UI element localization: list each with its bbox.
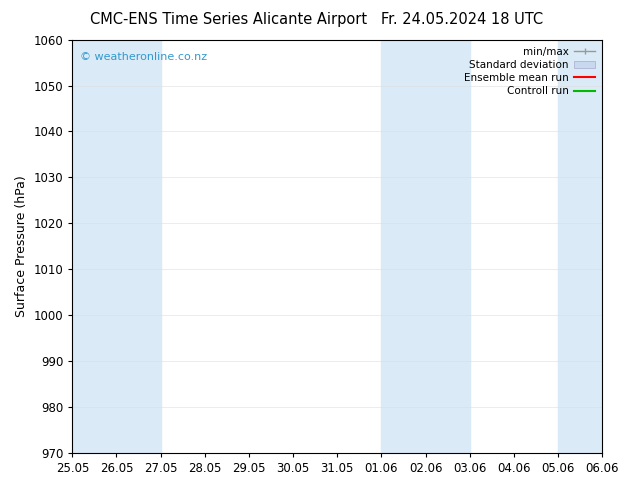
Bar xyxy=(72,40,160,453)
Bar xyxy=(382,40,470,453)
Text: © weatheronline.co.nz: © weatheronline.co.nz xyxy=(81,52,207,62)
Y-axis label: Surface Pressure (hPa): Surface Pressure (hPa) xyxy=(15,175,28,317)
Text: CMC-ENS Time Series Alicante Airport   Fr. 24.05.2024 18 UTC: CMC-ENS Time Series Alicante Airport Fr.… xyxy=(91,12,543,27)
Legend: min/max, Standard deviation, Ensemble mean run, Controll run: min/max, Standard deviation, Ensemble me… xyxy=(460,43,599,100)
Bar xyxy=(558,40,634,453)
